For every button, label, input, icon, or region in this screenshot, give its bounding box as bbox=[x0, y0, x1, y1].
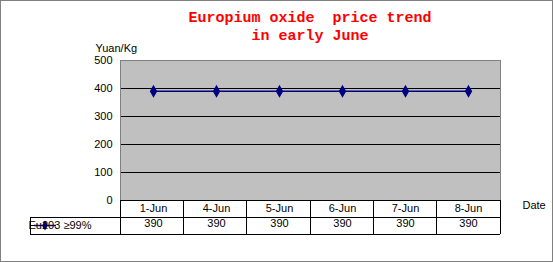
svg-text:Yuan/Kg: Yuan/Kg bbox=[96, 42, 138, 54]
svg-text:390: 390 bbox=[459, 217, 477, 229]
svg-text:Eu203 ≥99%: Eu203 ≥99% bbox=[29, 219, 92, 231]
svg-text:100: 100 bbox=[94, 166, 112, 178]
svg-text:6-Jun: 6-Jun bbox=[329, 202, 357, 214]
svg-text:390: 390 bbox=[207, 217, 225, 229]
svg-text:390: 390 bbox=[333, 217, 351, 229]
svg-text:390: 390 bbox=[396, 217, 414, 229]
svg-text:1-Jun: 1-Jun bbox=[140, 202, 168, 214]
html-text:Europium oxide price trend in: Europium oxide price trend in early June bbox=[188, 10, 432, 45]
svg-text:390: 390 bbox=[270, 217, 288, 229]
svg-text:4-Jun: 4-Jun bbox=[203, 202, 231, 214]
svg-text:400: 400 bbox=[94, 82, 112, 94]
svg-text:5-Jun: 5-Jun bbox=[266, 202, 294, 214]
svg-text:Date: Date bbox=[523, 199, 546, 211]
svg-text:390: 390 bbox=[144, 217, 162, 229]
svg-text:200: 200 bbox=[94, 138, 112, 150]
svg-text:7-Jun: 7-Jun bbox=[392, 202, 420, 214]
svg-text:500: 500 bbox=[94, 54, 112, 66]
svg-text:0: 0 bbox=[106, 194, 112, 206]
svg-text:8-Jun: 8-Jun bbox=[455, 202, 483, 214]
svg-text:300: 300 bbox=[94, 110, 112, 122]
